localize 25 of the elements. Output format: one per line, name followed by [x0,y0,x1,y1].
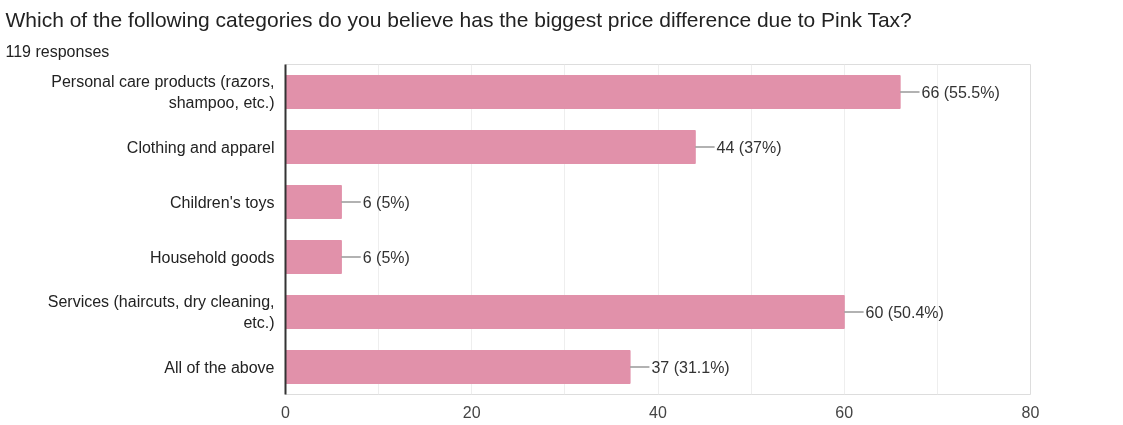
data-label: 6 (5%) [362,248,410,266]
bar [285,350,631,384]
y-tick-label: Services (haircuts, dry cleaning, etc.) [47,293,275,331]
chart-title: Which of the following categories do you believe has the biggest price difference due to Pink Tax? [5,7,912,31]
bar [285,185,342,219]
text: 119 responses [5,42,110,60]
data-label: 44 (37%) [716,138,782,156]
data-label: 6 (5%) [362,193,410,211]
y-tick-label: Clothing and apparel [126,138,275,156]
y-tick-label: Children's toys [170,193,275,211]
data-label: 60 (50.4%) [865,303,944,321]
y-tick-label: Household goods [149,248,275,266]
x-tick-label: 40 [649,403,667,421]
x-tick-label: 0 [281,403,291,421]
x-tick-label: 80 [1021,403,1040,421]
x-tick-label: 20 [462,403,481,421]
data-label: 66 (55.5%) [921,83,1000,101]
bar [285,295,845,329]
bar [285,75,901,109]
x-tick-label: 60 [835,403,854,421]
y-tick-label: Personal care products (razors, shampoo, etc.) [51,73,275,111]
bar [285,130,696,164]
y-tick-label: All of the above [164,358,275,376]
bar [285,240,342,274]
data-label: 37 (31.1%) [651,358,730,376]
